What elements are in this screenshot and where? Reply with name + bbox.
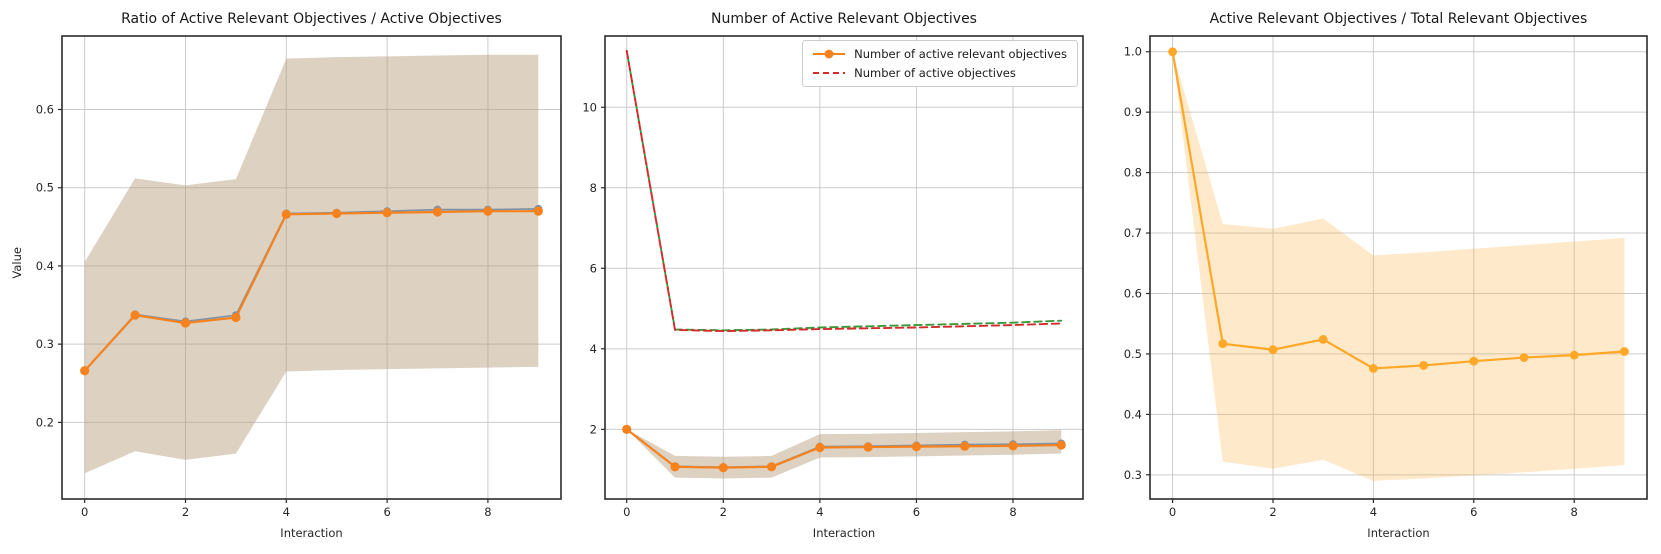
data-point-active-relevant <box>670 462 680 472</box>
data-point-active-relevant <box>718 462 728 473</box>
data-point-fraction-total <box>1620 347 1629 356</box>
y-tick-label: 0.5 <box>36 181 54 195</box>
y-tick-label: 0.2 <box>36 415 54 429</box>
x-axis-label-left: Interaction <box>280 526 343 540</box>
y-tick-label: 8 <box>590 181 597 195</box>
data-point-ratio-mean <box>432 207 443 217</box>
x-tick-label: 2 <box>720 505 727 519</box>
legend-item: Number of active objectives <box>812 66 1067 80</box>
data-point-active-relevant <box>1056 440 1066 450</box>
y-tick-label: 0.9 <box>1124 105 1142 119</box>
x-tick-label: 6 <box>383 505 390 519</box>
axes-background <box>1150 36 1647 499</box>
data-point-fraction-total <box>1318 335 1328 344</box>
data-point-fraction-total <box>1368 364 1378 373</box>
chart-title-fraction-total: Active Relevant Objectives / Total Relev… <box>1209 11 1588 27</box>
data-point-fraction-total <box>1519 353 1529 362</box>
x-tick-label: 2 <box>182 505 189 519</box>
subplot-1: 0 2 4 6 8 2 4 6 8 10 <box>582 35 1084 519</box>
legend-dashed-line-icon <box>813 72 846 74</box>
axes-spines <box>604 35 1084 500</box>
axes-spines <box>61 35 562 500</box>
subplot-0: 0 2 4 6 8 0.2 0.3 0.4 0.5 0.6 <box>36 35 562 519</box>
data-point-active-relevant <box>863 442 873 452</box>
y-tick-label: 0.7 <box>1124 226 1142 240</box>
data-point-ratio-mean <box>80 366 90 376</box>
confidence-band <box>1172 51 1625 481</box>
y-tick-label: 4 <box>590 342 597 356</box>
y-tick-label: 1.0 <box>1124 45 1142 59</box>
series-line-ratio-mean <box>83 210 540 372</box>
y-tick-label: 0.6 <box>1124 286 1142 300</box>
data-point-ratio-mean <box>483 206 493 216</box>
data-point-fraction-total <box>1569 350 1579 360</box>
data-point-active-relevant <box>960 441 970 451</box>
chart-title-ratio-active: Ratio of Active Relevant Objectives / Ac… <box>121 11 502 27</box>
axes-spines <box>1149 35 1648 500</box>
x-tick-label: 6 <box>913 505 920 519</box>
y-tick-label: 0.3 <box>1124 468 1142 482</box>
subplot-2: 0 2 4 6 8 0.3 0.4 0.5 0.6 0.7 0.8 0.9 1.0 <box>1124 35 1648 519</box>
x-tick-label: 0 <box>623 505 630 519</box>
legend-label: Number of active objectives <box>854 66 1016 80</box>
data-point-fraction-total <box>1268 345 1278 355</box>
legend-line-marker-icon <box>813 49 846 59</box>
x-tick-label: 4 <box>1370 505 1377 519</box>
data-point-fraction-total <box>1218 339 1228 349</box>
y-tick-label: 0.6 <box>36 103 54 117</box>
data-point-ratio-mean <box>382 208 392 218</box>
series-line-fraction-total <box>1171 50 1626 370</box>
y-tick-label: 0.8 <box>1124 166 1142 180</box>
data-point-active-relevant <box>911 442 922 452</box>
series-line-active-relevant <box>625 428 1063 469</box>
series-line-active-objectives <box>625 49 1063 333</box>
chart-title-number-active: Number of Active Relevant Objectives <box>711 11 977 27</box>
x-tick-label: 4 <box>283 505 290 519</box>
legend-item: Number of active relevant objectives <box>812 47 1067 61</box>
axes-background <box>605 36 1083 499</box>
data-point-fraction-total <box>1469 356 1479 366</box>
data-point-active-relevant <box>815 442 825 453</box>
x-tick-label: 8 <box>1009 505 1016 519</box>
x-axis-label-middle: Interaction <box>812 526 876 540</box>
y-tick-label: 2 <box>590 422 597 436</box>
y-tick-label: 0.4 <box>36 259 54 273</box>
x-axis-label-right: Interaction <box>1367 526 1430 540</box>
x-tick-label: 0 <box>1169 505 1176 519</box>
legend-label: Number of active relevant objectives <box>854 47 1067 61</box>
data-point-ratio-mean <box>281 209 291 219</box>
data-point-ratio-mean <box>533 206 543 216</box>
data-point-ratio-mean <box>332 208 342 219</box>
x-tick-label: 6 <box>1470 505 1477 519</box>
axes-background <box>62 36 561 499</box>
legend: Number of active relevant objectives Numb… <box>802 40 1078 87</box>
y-tick-label: 6 <box>590 261 597 275</box>
x-tick-label: 4 <box>816 505 823 519</box>
y-tick-label: 0.3 <box>36 337 54 351</box>
data-point-active-relevant <box>766 462 777 472</box>
data-point-active-relevant <box>622 424 632 434</box>
confidence-band <box>84 54 539 474</box>
x-tick-label: 8 <box>1571 505 1578 519</box>
data-point-active-relevant <box>1008 441 1018 451</box>
y-tick-label: 0.4 <box>1124 407 1142 421</box>
data-point-ratio-mean <box>130 310 140 320</box>
x-tick-label: 2 <box>1269 505 1276 519</box>
y-tick-label: 0.5 <box>1124 347 1142 361</box>
data-point-ratio-mean <box>180 318 191 328</box>
x-tick-label: 0 <box>81 505 88 519</box>
data-point-ratio-mean <box>231 312 241 323</box>
data-point-fraction-total <box>1168 47 1177 57</box>
y-axis-label-value: Value <box>10 247 24 279</box>
x-tick-label: 8 <box>484 505 491 519</box>
y-tick-label: 10 <box>582 100 597 114</box>
data-point-fraction-total <box>1419 361 1429 370</box>
